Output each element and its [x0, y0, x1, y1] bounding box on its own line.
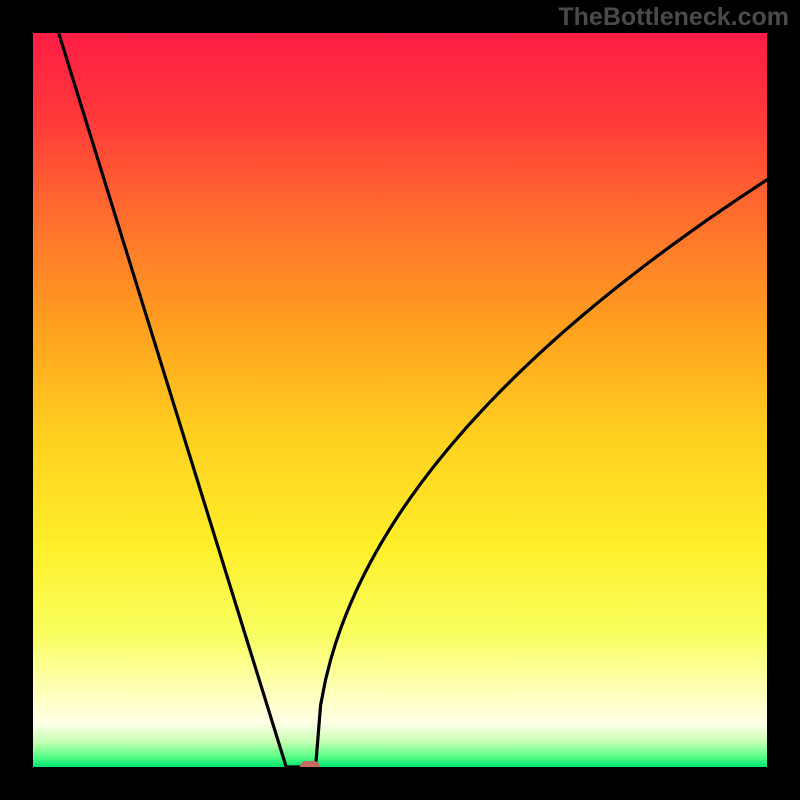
- watermark-text: TheBottleneck.com: [558, 3, 789, 32]
- chart-frame-border: [0, 0, 800, 800]
- chart-container: TheBottleneck.com: [0, 0, 800, 800]
